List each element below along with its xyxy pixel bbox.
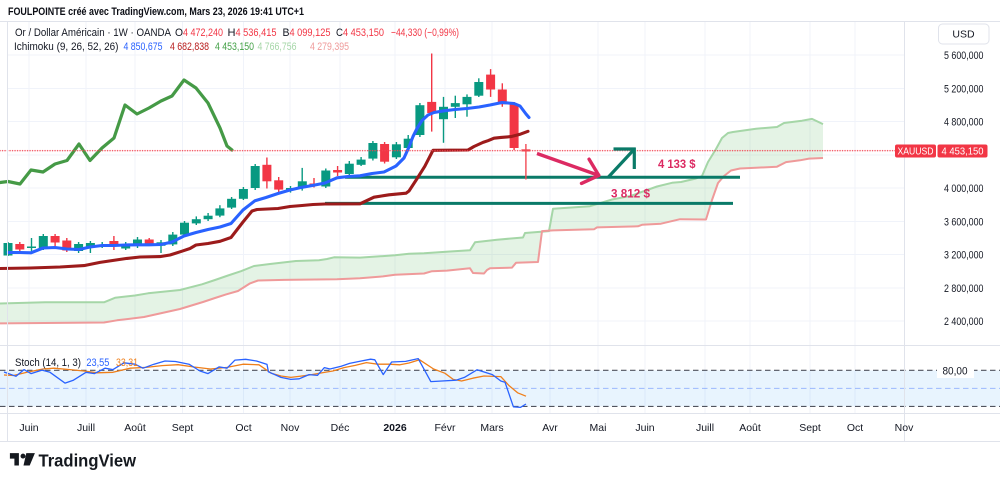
svg-text:C: C bbox=[336, 27, 343, 39]
svg-text:Sept: Sept bbox=[799, 422, 821, 434]
svg-text:4 800,000: 4 800,000 bbox=[944, 117, 984, 129]
svg-text:Oct: Oct bbox=[235, 422, 251, 434]
svg-text:−44,330 (−0,99%): −44,330 (−0,99%) bbox=[391, 27, 459, 39]
svg-text:2 800,000: 2 800,000 bbox=[944, 283, 984, 295]
svg-text:4 279,395: 4 279,395 bbox=[310, 41, 349, 53]
svg-text:H: H bbox=[228, 27, 236, 39]
svg-text:80,00: 80,00 bbox=[943, 366, 968, 378]
svg-text:4 536,415: 4 536,415 bbox=[236, 27, 277, 39]
svg-text:3 600,000: 3 600,000 bbox=[944, 217, 984, 229]
svg-text:Juill: Juill bbox=[696, 422, 714, 434]
svg-text:Juin: Juin bbox=[19, 422, 38, 434]
svg-text:2 400,000: 2 400,000 bbox=[944, 316, 984, 328]
svg-text:XAUUSD: XAUUSD bbox=[898, 145, 934, 157]
svg-text:4 099,125: 4 099,125 bbox=[290, 27, 331, 39]
svg-text:4 766,756: 4 766,756 bbox=[258, 41, 297, 53]
svg-text:Févr: Févr bbox=[435, 422, 457, 434]
svg-text:4 000,000: 4 000,000 bbox=[944, 183, 984, 195]
svg-text:Oct: Oct bbox=[847, 422, 863, 434]
svg-text:33,31: 33,31 bbox=[116, 357, 138, 369]
svg-text:4 453,150: 4 453,150 bbox=[215, 41, 254, 53]
svg-text:TradingView: TradingView bbox=[39, 451, 137, 471]
svg-text:Sept: Sept bbox=[172, 422, 194, 434]
svg-text:4 133 $: 4 133 $ bbox=[658, 157, 696, 171]
svg-text:2026: 2026 bbox=[383, 422, 407, 434]
svg-text:4 453,150: 4 453,150 bbox=[343, 27, 384, 39]
svg-text:3 200,000: 3 200,000 bbox=[944, 250, 984, 262]
svg-text:4 850,675: 4 850,675 bbox=[124, 41, 163, 53]
svg-text:FOULPOINTE créé avec TradingVi: FOULPOINTE créé avec TradingView.com, Ma… bbox=[8, 6, 304, 18]
svg-text:Août: Août bbox=[124, 422, 146, 434]
svg-text:Mai: Mai bbox=[590, 422, 607, 434]
svg-text:USD: USD bbox=[952, 29, 975, 41]
svg-text:3 812 $: 3 812 $ bbox=[611, 187, 650, 201]
svg-text:4 453,150: 4 453,150 bbox=[942, 145, 984, 157]
svg-text:Avr: Avr bbox=[542, 422, 558, 434]
svg-text:5 200,000: 5 200,000 bbox=[944, 84, 984, 96]
svg-text:Nov: Nov bbox=[895, 422, 914, 434]
svg-text:Mars: Mars bbox=[480, 422, 503, 434]
svg-text:B: B bbox=[283, 27, 290, 39]
svg-text:Juill: Juill bbox=[77, 422, 95, 434]
svg-text:Ichimoku (9, 26, 52, 26): Ichimoku (9, 26, 52, 26) bbox=[14, 41, 119, 53]
svg-text:Nov: Nov bbox=[281, 422, 300, 434]
svg-text:Juin: Juin bbox=[635, 422, 654, 434]
svg-text:O: O bbox=[175, 27, 183, 39]
svg-text:4 472,240: 4 472,240 bbox=[183, 27, 223, 39]
svg-text:23,55: 23,55 bbox=[86, 357, 109, 369]
svg-text:Or / Dollar Américain · 1W · O: Or / Dollar Américain · 1W · OANDA bbox=[15, 27, 172, 39]
svg-text:5 600,000: 5 600,000 bbox=[944, 50, 984, 62]
svg-text:Stoch (14, 1, 3): Stoch (14, 1, 3) bbox=[15, 357, 81, 369]
svg-text:4 682,838: 4 682,838 bbox=[170, 41, 209, 53]
svg-text:Déc: Déc bbox=[331, 422, 350, 434]
svg-text:Août: Août bbox=[739, 422, 761, 434]
